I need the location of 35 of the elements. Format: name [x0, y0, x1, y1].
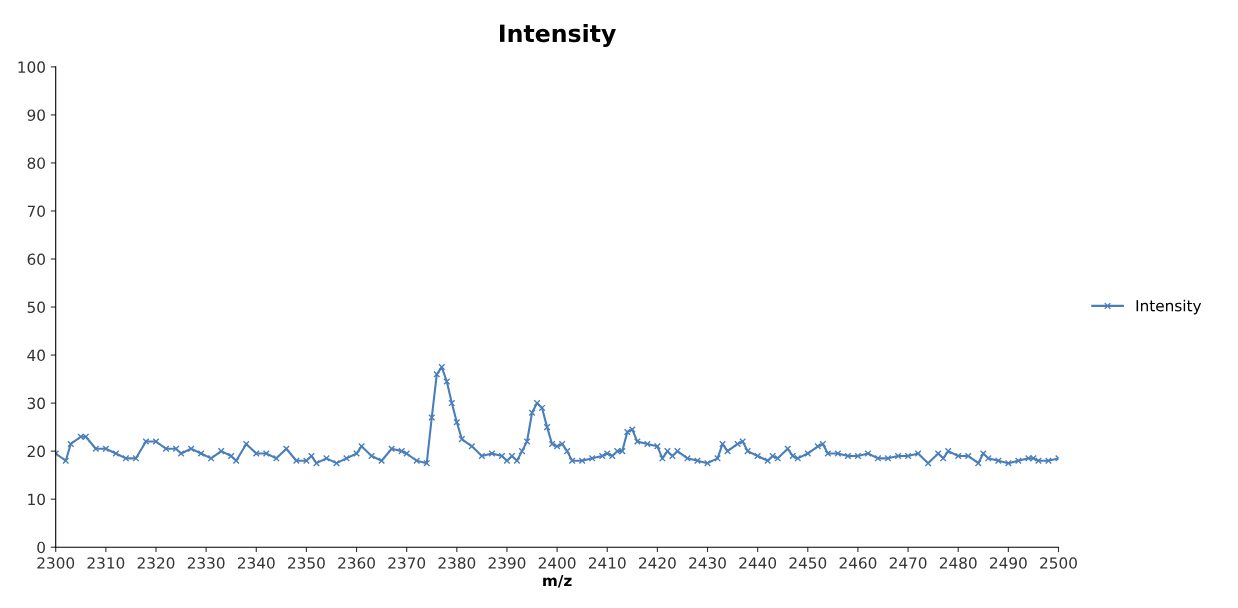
- x-tick-label: 2450: [789, 557, 827, 569]
- x-tick-label: 2330: [187, 557, 225, 569]
- x-tick-label: 2300: [37, 557, 75, 569]
- x-tick-label: 2410: [588, 557, 626, 569]
- y-tick-label: 80: [27, 157, 45, 169]
- x-axis-title: m/z: [543, 574, 572, 588]
- legend-label: Intensity: [1136, 299, 1202, 315]
- x-tick-label: 2320: [137, 557, 175, 569]
- x-tick-label: 2380: [438, 557, 476, 569]
- x-tick-label: 2490: [990, 557, 1027, 569]
- y-tick-label: 90: [27, 109, 45, 121]
- x-tick-label: 2310: [87, 557, 125, 569]
- x-tick-label: 2390: [488, 557, 526, 569]
- x-tick-label: 2370: [388, 557, 426, 569]
- x-tick-label: 2360: [338, 557, 375, 569]
- y-tick-label: 30: [27, 397, 45, 410]
- x-tick-label: 2460: [839, 557, 877, 569]
- y-tick-label: 60: [27, 253, 45, 266]
- x-tick-label: 2440: [739, 557, 777, 569]
- x-tick-label: 2420: [639, 557, 676, 569]
- y-tick-label: 70: [27, 205, 45, 217]
- chart-title: Intensity: [500, 23, 616, 47]
- y-tick-label: 10: [28, 493, 45, 506]
- x-tick-label: 2470: [889, 557, 927, 569]
- y-tick-label: 40: [27, 349, 45, 362]
- y-tick-label: 20: [27, 445, 45, 458]
- y-tick-label: 0: [37, 541, 45, 554]
- y-tick-label: 100: [18, 61, 45, 73]
- x-tick-label: 2340: [237, 557, 275, 569]
- x-tick-label: 2430: [689, 557, 726, 569]
- x-tick-label: 2500: [1040, 557, 1077, 569]
- x-tick-label: 2400: [538, 557, 576, 569]
- x-tick-label: 2350: [288, 557, 325, 569]
- y-tick-label: 50: [27, 301, 45, 314]
- x-tick-label: 2480: [939, 557, 977, 569]
